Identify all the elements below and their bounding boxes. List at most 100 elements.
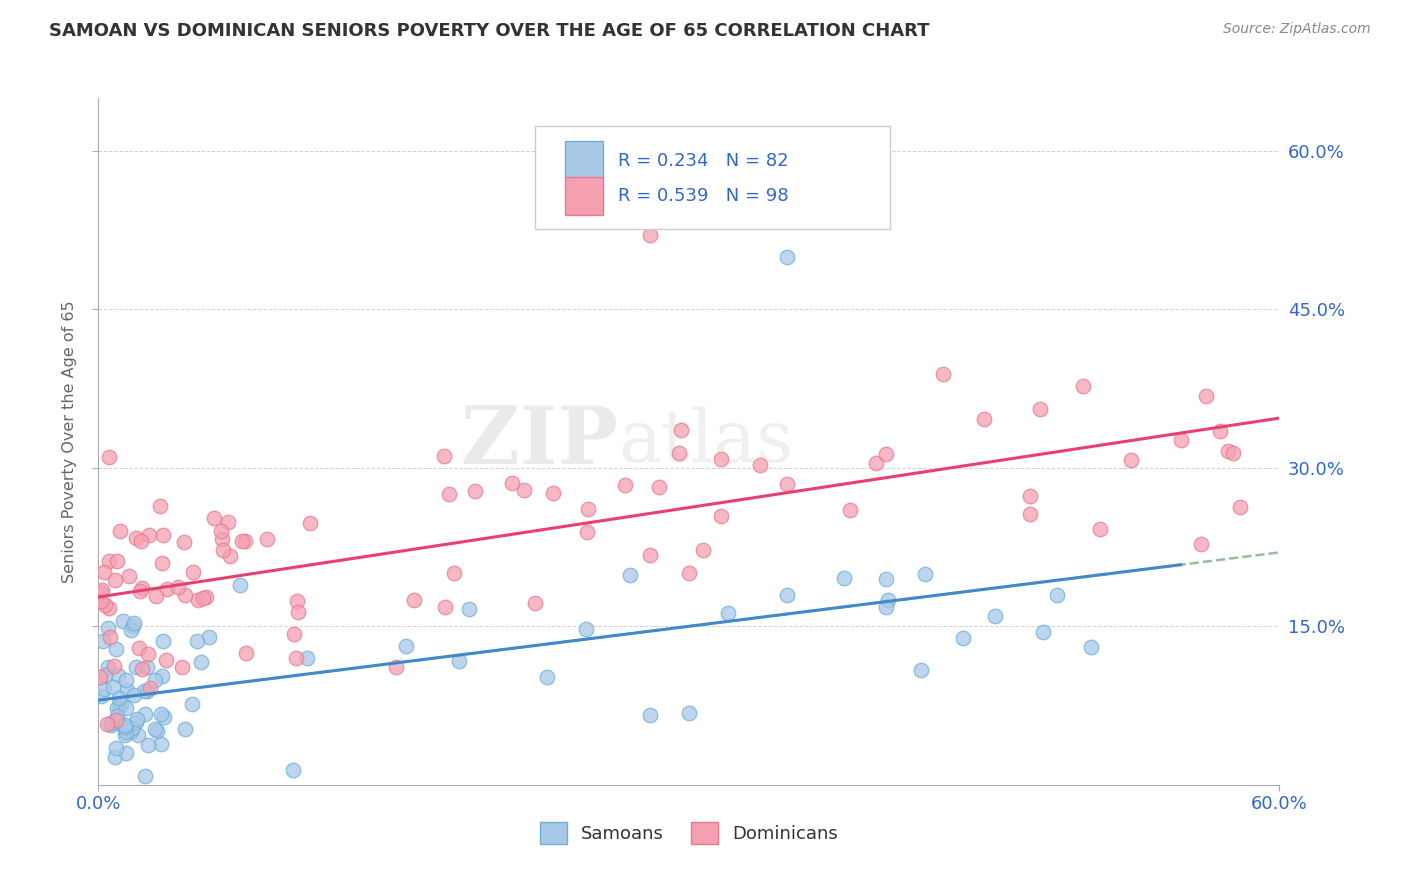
Point <box>1071 378 1094 392</box>
Point <box>1019 489 1042 503</box>
Point <box>298 516 321 530</box>
Point <box>134 707 156 722</box>
Point <box>105 700 128 714</box>
Point <box>717 606 740 620</box>
Point <box>135 683 157 698</box>
Point <box>287 605 309 619</box>
Point <box>914 566 936 581</box>
Point <box>217 516 239 530</box>
Point <box>952 632 974 646</box>
Point <box>834 571 856 585</box>
Point <box>865 456 887 470</box>
Point <box>152 633 174 648</box>
Point <box>181 566 204 580</box>
Point <box>231 533 253 548</box>
Point <box>105 713 128 727</box>
Point <box>108 524 131 538</box>
Point <box>194 591 217 605</box>
Point <box>114 720 136 734</box>
Point <box>1209 425 1232 439</box>
Point <box>543 485 565 500</box>
Point <box>678 566 700 581</box>
Point <box>127 728 149 742</box>
Point <box>404 592 426 607</box>
Point <box>614 478 637 492</box>
Point <box>120 723 142 738</box>
Point <box>1080 640 1102 654</box>
Point <box>1216 443 1239 458</box>
Point <box>100 718 122 732</box>
Point <box>122 688 145 702</box>
Point <box>437 487 460 501</box>
Point <box>170 660 193 674</box>
Point <box>101 680 124 694</box>
Point <box>576 525 599 540</box>
Point <box>150 707 173 722</box>
Point <box>149 499 172 513</box>
Point <box>710 509 733 524</box>
Point <box>104 749 127 764</box>
Point <box>131 662 153 676</box>
Point <box>167 580 190 594</box>
Point <box>187 592 209 607</box>
FancyBboxPatch shape <box>565 142 603 179</box>
Point <box>1119 452 1142 467</box>
Point <box>114 724 136 739</box>
Point <box>134 769 156 783</box>
Point <box>129 533 152 548</box>
Point <box>209 524 232 538</box>
Point <box>143 673 166 687</box>
Point <box>973 412 995 426</box>
Text: ZIP: ZIP <box>461 402 619 481</box>
Point <box>1170 434 1192 448</box>
Point <box>127 712 149 726</box>
Point <box>143 722 166 736</box>
Point <box>191 591 214 605</box>
Point <box>98 601 121 615</box>
Point <box>104 573 127 587</box>
Point <box>235 646 257 660</box>
Point <box>100 715 122 730</box>
Point <box>90 594 112 608</box>
Point <box>97 450 120 464</box>
Point <box>1019 507 1042 521</box>
Text: atlas: atlas <box>619 406 793 477</box>
Point <box>153 710 176 724</box>
Point <box>776 476 799 491</box>
Point <box>152 528 174 542</box>
Point <box>776 588 799 602</box>
Y-axis label: Seniors Poverty Over the Age of 65: Seniors Poverty Over the Age of 65 <box>62 301 77 582</box>
Point <box>513 483 536 497</box>
Point <box>136 659 159 673</box>
Point <box>150 556 173 570</box>
Point <box>464 483 486 498</box>
Point <box>449 654 471 668</box>
Point <box>129 583 152 598</box>
Point <box>281 763 304 777</box>
Point <box>197 630 219 644</box>
Point <box>107 668 129 682</box>
Point <box>132 684 155 698</box>
Point <box>91 634 114 648</box>
Point <box>115 673 138 687</box>
Point <box>1195 389 1218 403</box>
Point <box>93 565 115 579</box>
Point <box>710 452 733 467</box>
Point <box>145 589 167 603</box>
Point <box>385 659 408 673</box>
Point <box>150 669 173 683</box>
Point <box>105 709 128 723</box>
Point <box>1028 401 1050 416</box>
Point <box>875 447 897 461</box>
Point <box>136 647 159 661</box>
Point <box>103 659 125 673</box>
Point <box>211 533 233 547</box>
Point <box>131 581 153 595</box>
Point <box>149 737 172 751</box>
Point <box>121 721 143 735</box>
Point <box>125 531 148 545</box>
Point <box>146 724 169 739</box>
Point <box>692 543 714 558</box>
Point <box>108 698 131 713</box>
Text: R = 0.539   N = 98: R = 0.539 N = 98 <box>619 187 789 205</box>
